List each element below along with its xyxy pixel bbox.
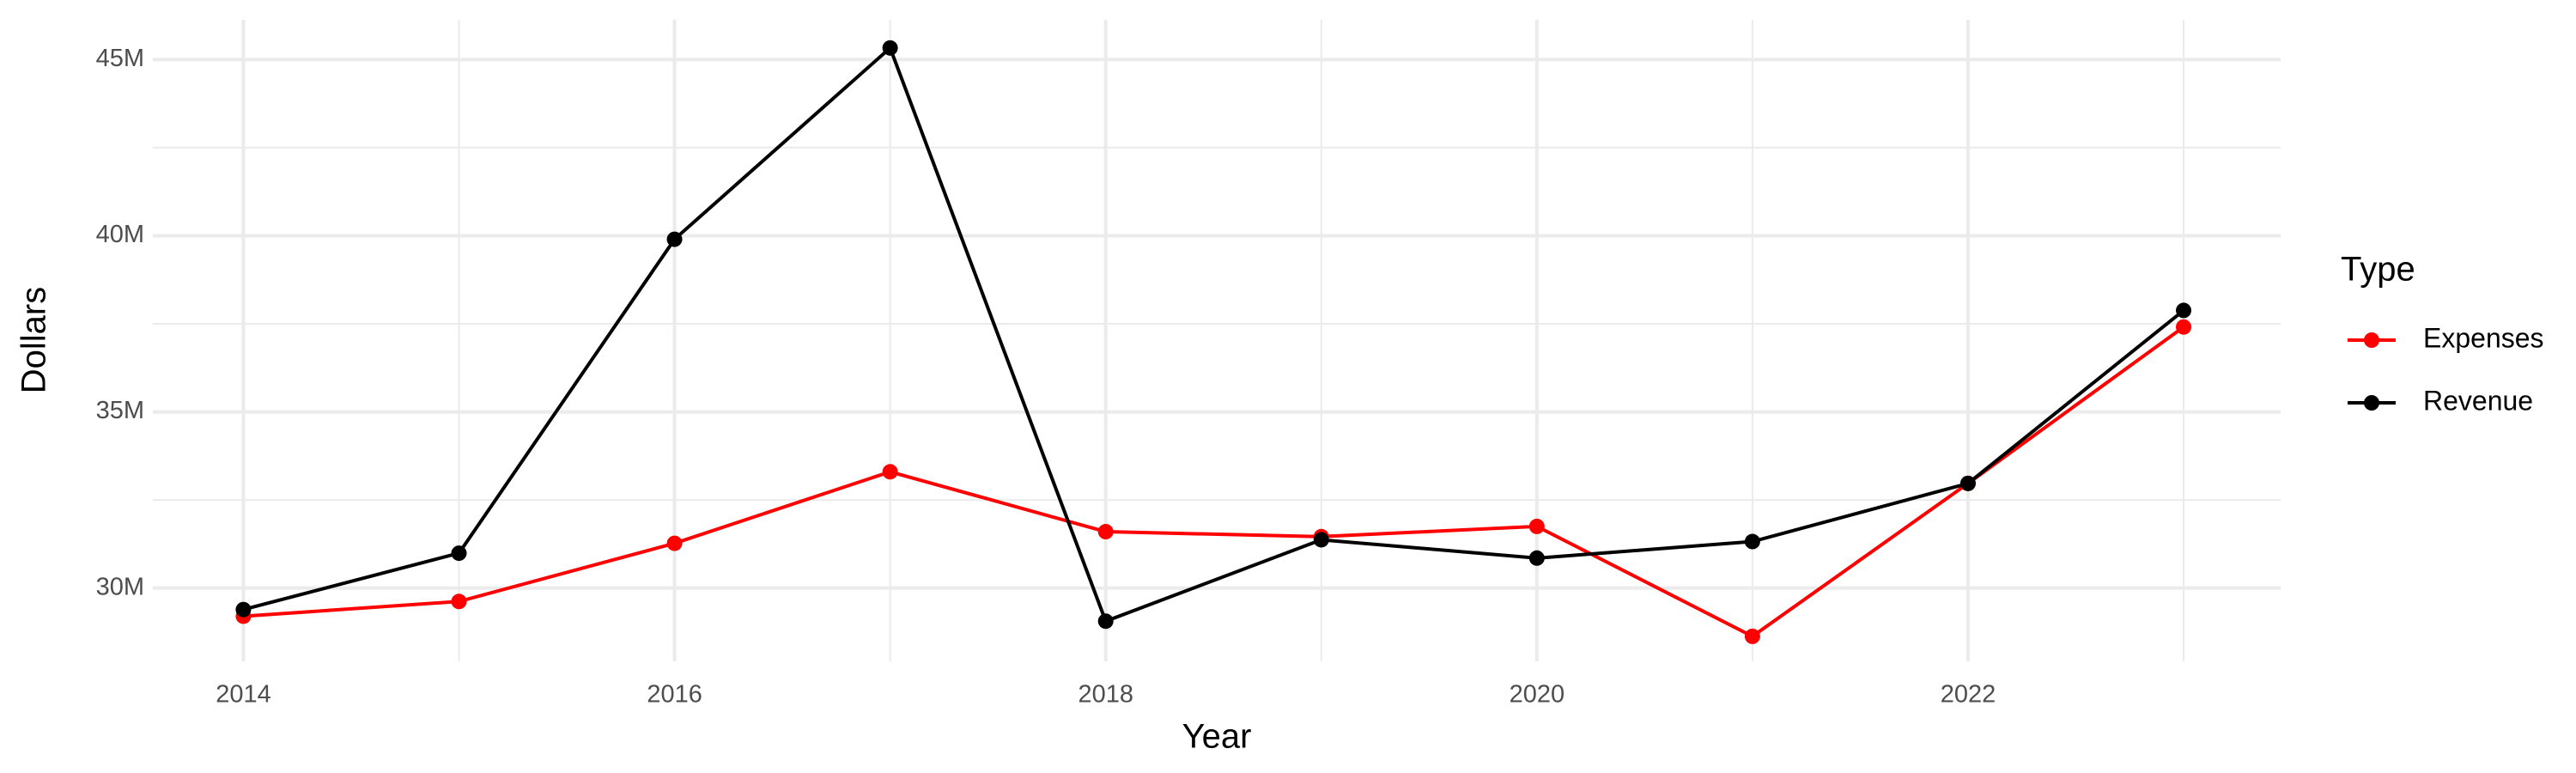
data-point <box>1744 533 1760 550</box>
legend-key-point <box>2364 395 2379 411</box>
y-axis-title: Dollars <box>15 287 53 393</box>
legend-label: Expenses <box>2423 322 2544 353</box>
x-tick-label: 2018 <box>1078 681 1133 709</box>
x-tick-label: 2014 <box>216 681 271 709</box>
x-tick-label: 2016 <box>647 681 702 709</box>
data-point <box>2176 319 2192 335</box>
y-tick-label: 35M <box>96 397 144 424</box>
x-axis-title: Year <box>1182 718 1252 756</box>
data-point <box>2176 302 2192 319</box>
data-point <box>451 545 467 562</box>
data-point <box>1097 613 1114 630</box>
data-point <box>666 231 683 247</box>
legend-label: Revenue <box>2423 385 2533 416</box>
legend-title: Type <box>2341 251 2415 289</box>
data-point <box>882 464 898 480</box>
data-point <box>235 601 252 618</box>
grid <box>153 20 2281 661</box>
legend-key-point <box>2364 332 2379 348</box>
series-line <box>242 45 2185 624</box>
y-tick-label: 45M <box>96 45 144 72</box>
data-point <box>1528 550 1545 566</box>
y-tick-label: 40M <box>96 221 144 248</box>
data-point <box>1313 532 1329 548</box>
x-tick-label: 2022 <box>1941 681 1996 709</box>
data-point <box>1959 475 1976 491</box>
x-tick-label: 2020 <box>1510 681 1565 709</box>
data-point <box>882 40 898 56</box>
data-point <box>1744 628 1760 644</box>
data-point <box>1528 518 1545 534</box>
data-point <box>1097 524 1114 540</box>
data-point <box>451 593 467 610</box>
data-point <box>666 535 683 551</box>
y-tick-label: 30M <box>96 573 144 600</box>
series-line <box>243 326 2185 639</box>
